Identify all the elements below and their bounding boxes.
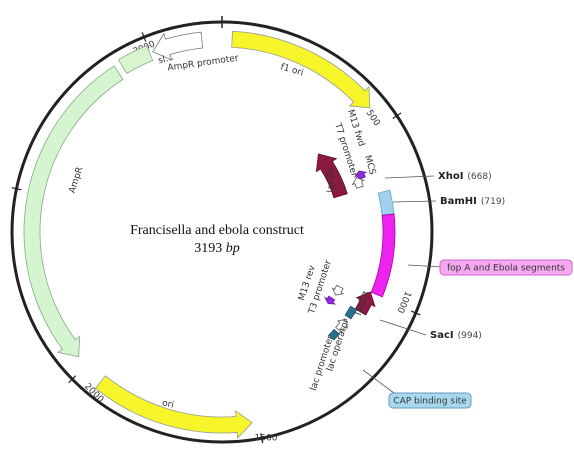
site-name: SacI — [430, 330, 454, 341]
lacz-top-arrow — [315, 153, 348, 199]
site-name: BamHI — [440, 196, 477, 207]
callout-box — [439, 259, 573, 276]
cap-site-box — [328, 328, 340, 341]
tick — [68, 375, 77, 384]
tick-label: 1500 — [255, 434, 278, 444]
callout-leader — [362, 369, 399, 397]
m13-rev-arrow — [323, 295, 337, 305]
site-position: (719) — [481, 197, 505, 207]
tick-label: 500 — [364, 108, 382, 128]
ori-arrow — [94, 375, 253, 439]
length-unit: bp — [226, 241, 240, 256]
callout-leader — [407, 264, 443, 268]
mcs-box — [377, 189, 395, 216]
site-label: XhoI (668) — [438, 171, 492, 182]
f1-ori-arrow — [231, 30, 371, 109]
site-position: (668) — [467, 172, 491, 182]
tick-label: 1000 — [394, 289, 412, 314]
feature-label: lacZα — [327, 167, 337, 192]
insert-segment — [370, 213, 396, 298]
tick — [11, 187, 22, 191]
length-value: 3193 — [194, 241, 222, 256]
site-position: (994) — [458, 331, 482, 341]
ampr-arrow — [23, 65, 124, 358]
ampr-promoter-arrow — [152, 31, 204, 61]
site-leader — [384, 175, 435, 179]
lac-operator-box — [344, 305, 358, 320]
t3-promoter-arrow — [331, 284, 345, 296]
plasmid-length: 3193 bp — [194, 241, 240, 256]
plasmid-title: Francisella and ebola construct — [130, 223, 304, 238]
tick — [260, 433, 264, 444]
callout-label: fop A and Ebola segments — [447, 264, 565, 274]
feature-label: ori — [161, 398, 175, 410]
t7-promoter-arrow — [351, 177, 366, 189]
callout-label: CAP binding site — [393, 397, 467, 407]
feature-label: sl... — [157, 53, 175, 67]
tick — [392, 112, 402, 120]
lacz-bottom-arrow — [354, 291, 376, 316]
site-name: XhoI — [438, 171, 463, 182]
sl-box — [117, 45, 154, 74]
feature-label: AmpR — [68, 166, 86, 195]
site-label: BamHI (719) — [440, 196, 505, 207]
callout-box — [388, 392, 472, 409]
feature-label: AmpR promoter — [167, 54, 240, 74]
site-leader — [392, 200, 437, 203]
tick — [141, 32, 147, 42]
lac-promoter-arrow — [335, 318, 348, 333]
site-leader — [379, 319, 427, 336]
site-label: SacI (994) — [430, 330, 482, 341]
tick — [410, 310, 421, 316]
